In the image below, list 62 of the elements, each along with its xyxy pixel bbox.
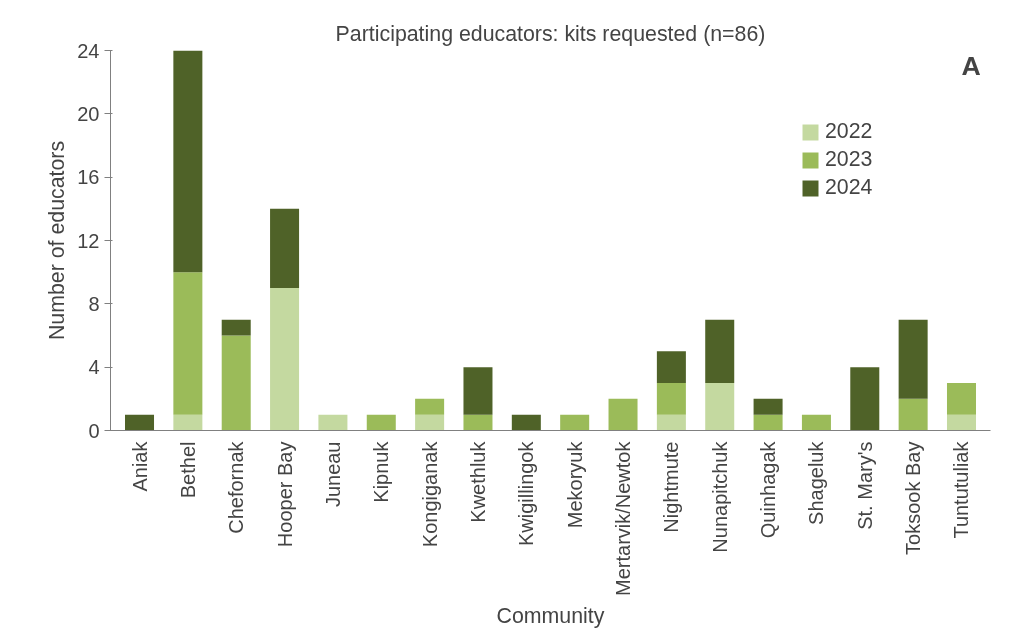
bar bbox=[125, 414, 155, 431]
bar bbox=[560, 414, 590, 431]
bar bbox=[898, 319, 928, 399]
x-tick-label: Mertarvik/Newtok bbox=[612, 440, 635, 596]
bar bbox=[850, 367, 880, 431]
x-tick-label: Kongiganak bbox=[418, 440, 441, 548]
x-tick-label: Kipnuk bbox=[370, 440, 393, 503]
chart-title: Participating educators: kits requested (n=86) bbox=[335, 21, 766, 46]
y-tick-label: 8 bbox=[88, 292, 100, 315]
x-tick-label: Hooper Bay bbox=[273, 441, 296, 548]
x-axis-title: Community bbox=[496, 603, 605, 628]
legend-label: 2022 bbox=[825, 119, 873, 144]
bar bbox=[705, 383, 735, 431]
x-tick-label: Kwethluk bbox=[466, 440, 489, 523]
x-tick-label: Mekoryuk bbox=[563, 440, 586, 529]
legend-label: 2023 bbox=[825, 147, 873, 172]
legend-label: 2024 bbox=[825, 175, 873, 200]
bar bbox=[608, 398, 638, 431]
y-tick-label: 16 bbox=[77, 166, 100, 189]
bar bbox=[270, 208, 300, 288]
x-tick-label: Chefornak bbox=[225, 440, 248, 534]
bar bbox=[946, 383, 976, 415]
bar bbox=[463, 367, 493, 415]
bar bbox=[898, 398, 928, 431]
x-tick-label: Toksook Bay bbox=[902, 441, 925, 555]
bar bbox=[221, 319, 251, 336]
x-tick-label: Kwigillingok bbox=[515, 440, 538, 546]
x-tick-label: Bethel bbox=[176, 441, 199, 499]
y-axis-title: Number of educators bbox=[45, 140, 70, 341]
x-tick-label: Nunapitchuk bbox=[708, 440, 731, 553]
bar bbox=[705, 319, 735, 383]
x-tick-label: Aniak bbox=[128, 440, 151, 492]
bar bbox=[415, 398, 445, 415]
x-tick-label: Tuntutuliak bbox=[950, 440, 973, 539]
bar bbox=[946, 414, 976, 431]
bar bbox=[173, 414, 203, 431]
bar bbox=[656, 383, 686, 415]
y-tick-label: 20 bbox=[77, 102, 100, 125]
bar bbox=[173, 50, 203, 273]
bar bbox=[173, 272, 203, 415]
bar bbox=[656, 351, 686, 383]
bar bbox=[463, 414, 493, 431]
bar bbox=[270, 288, 300, 431]
bar bbox=[511, 414, 541, 431]
bar bbox=[366, 414, 396, 431]
x-tick-label: Shageluk bbox=[805, 440, 828, 525]
bar bbox=[801, 414, 831, 431]
bar bbox=[753, 414, 783, 431]
bar bbox=[656, 414, 686, 431]
annotation: A bbox=[961, 50, 981, 81]
y-tick-label: 24 bbox=[77, 39, 100, 62]
bar bbox=[221, 335, 251, 431]
y-tick-label: 0 bbox=[88, 419, 100, 442]
bar bbox=[753, 398, 783, 415]
bar bbox=[318, 414, 348, 431]
x-tick-label: Juneau bbox=[321, 441, 344, 508]
x-tick-label: Nightmute bbox=[660, 441, 683, 533]
bar bbox=[415, 414, 445, 431]
y-tick-label: 4 bbox=[88, 356, 100, 379]
x-tick-label: St. Mary's bbox=[853, 441, 876, 530]
y-tick-label: 12 bbox=[77, 229, 100, 252]
x-tick-label: Quinhagak bbox=[757, 440, 780, 539]
